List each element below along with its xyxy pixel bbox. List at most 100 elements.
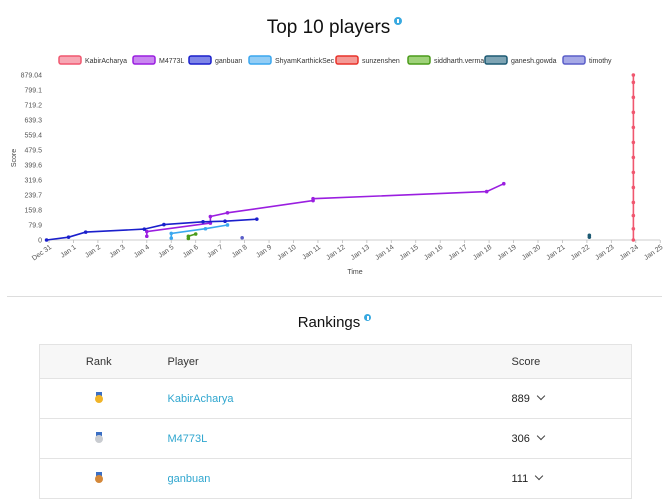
info-icon[interactable]: [394, 17, 403, 25]
data-point-M4773L: [145, 229, 149, 234]
legend-label: timothy: [589, 58, 612, 65]
legend-label: ganbuan: [215, 58, 242, 65]
rankings-table: Rank Player Score KabirAcharya 889 M4773L 3…: [39, 344, 632, 499]
y-tick-label: 879.04: [21, 73, 43, 80]
x-tick-label: Jan 8: [231, 244, 249, 260]
data-point-KabirAcharya: [631, 185, 636, 190]
chart-title-text: Top 10 players: [266, 17, 391, 38]
score-value: 306: [511, 432, 530, 445]
legend-label: siddharth.verma: [434, 58, 484, 65]
score-header: Score: [501, 344, 632, 379]
data-point-KabirAcharya: [631, 140, 636, 145]
x-tick-label: Jan 6: [182, 244, 200, 260]
x-tick-label: Jan 24: [619, 244, 640, 262]
x-tick-label: Jan 2: [84, 244, 102, 260]
data-point-KabirAcharya: [631, 170, 636, 175]
legend-item[interactable]: ganesh.gowda: [484, 55, 557, 65]
data-point-ShyamKarthickSec: [169, 236, 174, 240]
legend-label: KabirAcharya: [85, 58, 127, 65]
chart-title: Top 10 players: [0, 17, 669, 39]
chevron-down-icon[interactable]: [536, 431, 546, 440]
data-point-KabirAcharya: [631, 226, 636, 231]
data-point-KabirAcharya: [631, 110, 636, 115]
x-tick-label: Jan 20: [521, 244, 542, 262]
legend-label: M4773L: [159, 58, 184, 65]
gold-medal-icon: [94, 391, 103, 403]
chevron-down-icon[interactable]: [536, 391, 546, 400]
data-point-KabirAcharya: [631, 73, 636, 77]
data-point-ganbuan: [201, 219, 205, 224]
data-point-M4773L: [208, 214, 213, 219]
x-tick-label: Jan 18: [472, 244, 493, 262]
player-link[interactable]: M4773L: [167, 432, 208, 445]
legend-item[interactable]: sunzenshen: [335, 55, 400, 65]
data-point-ganbuan: [142, 227, 147, 231]
data-point-M4773L: [145, 234, 149, 239]
legend-item[interactable]: siddharth.verma: [407, 55, 484, 65]
section-divider: [7, 296, 662, 297]
y-tick-label: 559.4: [24, 133, 42, 140]
data-point-KabirAcharya: [631, 95, 636, 100]
data-point-KabirAcharya: [631, 125, 636, 130]
x-tick-label: Jan 9: [255, 244, 273, 260]
data-point-ganbuan: [44, 238, 49, 242]
score-cell: 111: [501, 458, 632, 499]
y-tick-label: 79.9: [28, 223, 42, 230]
legend-item[interactable]: timothy: [562, 55, 612, 65]
series-line-ganbuan: [46, 218, 257, 241]
x-tick-label: Jan 21: [545, 244, 566, 262]
legend-item[interactable]: M4773L: [132, 55, 184, 65]
data-point-KabirAcharya: [631, 238, 636, 242]
rank-cell: [39, 458, 158, 499]
player-link[interactable]: KabirAcharya: [167, 392, 234, 405]
data-point-KabirAcharya: [631, 80, 636, 85]
data-point-M4773L: [501, 181, 506, 186]
legend-item[interactable]: ShyamKarthickSec: [248, 55, 335, 65]
x-tick-label: Jan 4: [133, 244, 151, 260]
x-tick-label: Jan 14: [374, 244, 395, 262]
legend-item[interactable]: ganbuan: [188, 55, 242, 65]
player-cell: M4773L: [157, 418, 502, 459]
rank-header: Rank: [39, 344, 158, 379]
legend-swatch: [132, 55, 156, 65]
chevron-down-icon[interactable]: [534, 471, 544, 480]
legend-swatch: [562, 55, 586, 65]
player-cell: ganbuan: [157, 458, 502, 499]
legend-item[interactable]: KabirAcharya: [58, 55, 127, 65]
x-tick-label: Jan 25: [643, 244, 664, 262]
x-tick-label: Jan 5: [157, 244, 175, 260]
x-tick-label: Jan 11: [301, 244, 322, 262]
rankings-title-text: Rankings: [297, 314, 361, 331]
player-cell: KabirAcharya: [157, 378, 502, 419]
legend-swatch: [188, 55, 212, 65]
table-row: M4773L 306: [39, 418, 632, 459]
x-tick-label: Jan 23: [594, 244, 615, 262]
table-row: KabirAcharya 889: [39, 378, 632, 419]
x-tick-label: Dec 31: [31, 244, 53, 263]
data-point-ganbuan: [223, 219, 227, 224]
bronze-medal-icon: [94, 471, 103, 483]
data-point-ganbuan: [83, 230, 88, 234]
legend-label: ganesh.gowda: [511, 58, 557, 65]
x-tick-label: Jan 3: [108, 244, 126, 260]
data-point-ganbuan: [66, 235, 71, 239]
x-tick-label: Jan 19: [496, 244, 517, 262]
data-point-M4773L: [225, 210, 230, 215]
player-link[interactable]: ganbuan: [167, 472, 211, 485]
legend-swatch: [484, 55, 508, 65]
x-axis-label: Time: [347, 269, 362, 276]
legend-swatch: [58, 55, 82, 65]
rank-cell: [39, 378, 158, 419]
y-tick-label: 319.6: [24, 178, 42, 185]
data-point-ShyamKarthickSec: [169, 231, 174, 236]
data-point-M4773L: [311, 196, 315, 201]
legend-swatch: [407, 55, 431, 65]
y-tick-label: 399.6: [24, 163, 42, 170]
series-line-ShyamKarthickSec: [170, 224, 228, 239]
info-icon[interactable]: [364, 314, 372, 321]
data-point-KabirAcharya: [631, 200, 636, 205]
x-tick-label: Jan 17: [448, 244, 469, 262]
rankings-title: Rankings: [0, 314, 669, 331]
silver-medal-icon: [94, 431, 103, 443]
data-point-ganbuan: [255, 217, 259, 221]
